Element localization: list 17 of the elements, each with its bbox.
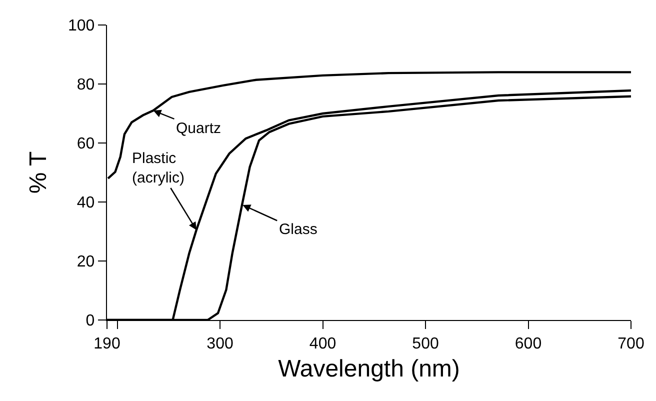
x-tick-label: 300 [206,335,234,352]
y-tick-label: 60 [76,136,95,153]
annotation: Plastic (acrylic) [132,150,184,186]
x-axis-title: Wavelength (nm) [278,356,460,383]
x-tick-label: 400 [309,335,336,352]
y-tick-label: 100 [68,18,95,35]
annotation: Quartz [176,120,222,137]
y-tick-label: 0 [86,312,95,330]
annotation: Glass [279,221,318,238]
y-tick-label: 20 [76,254,95,271]
x-tick-label: 500 [412,335,439,352]
y-tick-label: 40 [76,194,95,212]
x-tick-label: 190 [94,335,120,352]
y-axis-title: % T [25,151,52,194]
x-tick-label: 600 [514,335,542,352]
y-tick-label: 80 [76,76,95,94]
x-tick-label: 700 [618,335,644,352]
